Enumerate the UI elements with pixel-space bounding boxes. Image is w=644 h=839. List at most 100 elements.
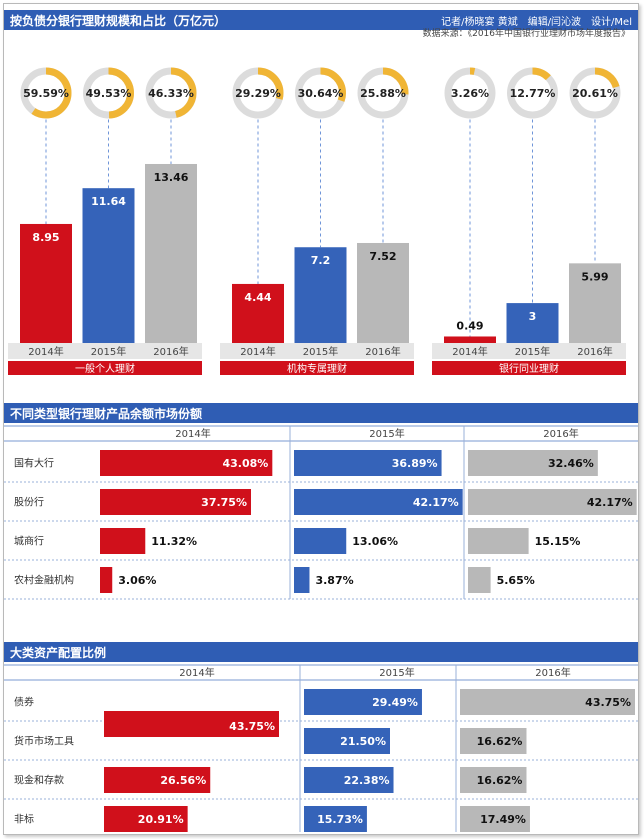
bar-1-2 (357, 242, 409, 343)
group-label-bar (432, 361, 626, 375)
infographic: 按负债分银行理财规模和占比（万亿元） 记者/杨晓宴 黄斌 编辑/闫沁波 设计/M… (3, 3, 639, 835)
share-bar-3-0 (100, 567, 113, 593)
group-label: 一般个人理财 (75, 362, 135, 375)
share-bar-label: 42.17% (587, 496, 633, 509)
column-header: 2014年 (179, 666, 214, 679)
share-ring-arc (569, 67, 621, 119)
year-label-strip (220, 343, 414, 359)
share-label: 3.26% (451, 87, 489, 100)
group-label-bar (8, 361, 202, 375)
share-label: 49.53% (86, 87, 132, 100)
section-title-scale: 按负债分银行理财规模和占比（万亿元） (10, 14, 227, 28)
share-bar-label: 20.91% (138, 813, 184, 826)
share-bar-label: 42.17% (413, 496, 459, 509)
year-label-strip (432, 343, 626, 359)
bar-value-label: 7.2 (311, 254, 331, 267)
share-label: 25.88% (360, 87, 406, 100)
bar-value-label: 4.44 (244, 291, 271, 304)
section-header-asset-allocation: 大类资产配置比例 (4, 642, 638, 662)
year-label: 2016年 (153, 345, 188, 358)
share-bar-label: 11.32% (151, 535, 197, 548)
year-label: 2015年 (303, 345, 338, 358)
share-bar-label: 3.06% (118, 574, 156, 587)
section-header-scale: 按负债分银行理财规模和占比（万亿元） 记者/杨晓宴 黄斌 编辑/闫沁波 设计/M… (4, 10, 638, 30)
bar-value-label: 7.52 (369, 250, 396, 263)
share-label: 59.59% (23, 87, 69, 100)
share-bar-2-1 (304, 767, 394, 793)
row-label: 农村金融机构 (14, 574, 74, 587)
share-bar-1-2 (460, 728, 527, 754)
share-bar-label: 15.73% (317, 813, 363, 826)
share-bar-label: 43.75% (585, 696, 631, 709)
share-bar-2-0 (104, 767, 211, 793)
share-bar-label: 15.15% (535, 535, 581, 548)
scale-share-chart: 8.95 2014年 59.59% 11.64 2015年 49.53% 13.46 2016… (8, 67, 626, 375)
share-bar-label: 13.06% (352, 535, 398, 548)
share-bar-label: 43.75% (229, 720, 275, 733)
group-label-bar (220, 361, 414, 375)
year-label: 2016年 (365, 345, 400, 358)
bar-0-0 (20, 223, 72, 343)
row-label: 非标 (14, 814, 34, 826)
column-header: 2016年 (535, 666, 570, 679)
share-bar-label: 16.62% (477, 774, 523, 787)
bar-value-label: 3 (529, 310, 537, 323)
year-label-strip (8, 343, 202, 359)
column-header: 2015年 (379, 666, 414, 679)
column-header: 2014年 (175, 427, 210, 440)
share-bar-label: 16.62% (477, 735, 523, 748)
bar-2-1 (506, 303, 559, 343)
share-bar-label: 29.49% (372, 696, 418, 709)
share-bar-3-0 (104, 806, 188, 832)
share-bar-2-0 (100, 528, 146, 554)
row-label: 城商行 (14, 535, 44, 548)
bar-1-0 (232, 283, 284, 343)
bar-value-label: 0.49 (456, 319, 483, 332)
share-bar-2-2 (460, 767, 527, 793)
share-bar-1-0 (100, 489, 251, 515)
share-ring-arc (145, 67, 197, 119)
share-label: 12.77% (510, 87, 556, 100)
share-bar-3-1 (294, 567, 310, 593)
share-bar-1-1 (304, 728, 390, 754)
share-bar-label: 36.89% (392, 457, 438, 470)
column-header: 2016年 (543, 427, 578, 440)
bar-1-1 (294, 247, 347, 343)
credits: 记者/杨晓宴 黄斌 编辑/闫沁波 设计/Mel (441, 17, 632, 28)
share-bar-label: 26.56% (160, 774, 206, 787)
share-bar-label: 3.87% (315, 574, 353, 587)
row-label: 债券 (14, 696, 34, 709)
bar-0-2 (145, 163, 197, 343)
share-label: 46.33% (148, 87, 194, 100)
share-ring-arc (444, 67, 496, 119)
share-bar-3-1 (304, 806, 367, 832)
share-bar-label: 37.75% (201, 496, 247, 509)
share-bar-label: 22.38% (344, 774, 390, 787)
share-label: 20.61% (572, 87, 618, 100)
share-bar-3-2 (468, 567, 491, 593)
share-bar-0-2 (460, 689, 635, 715)
row-label: 国有大行 (14, 457, 54, 470)
section-header-market-share: 不同类型银行理财产品余额市场份额 (4, 403, 638, 423)
section-title-market-share: 不同类型银行理财产品余额市场份额 (10, 407, 203, 421)
year-label: 2016年 (577, 345, 612, 358)
share-label: 29.29% (235, 87, 281, 100)
bar-value-label: 5.99 (581, 270, 608, 283)
share-bar-1-2 (468, 489, 637, 515)
share-bar-2-2 (468, 528, 529, 554)
year-label: 2015年 (91, 345, 126, 358)
section-title-asset-allocation: 大类资产配置比例 (10, 646, 107, 660)
year-label: 2014年 (240, 345, 275, 358)
row-label: 股份行 (14, 496, 44, 509)
year-label: 2014年 (28, 345, 63, 358)
share-bar-0-1 (294, 450, 442, 476)
bar-0-1 (82, 188, 135, 343)
share-label: 30.64% (298, 87, 344, 100)
column-header: 2015年 (369, 427, 404, 440)
year-label: 2014年 (452, 345, 487, 358)
share-bar-3-2 (460, 806, 530, 832)
share-ring-arc (357, 67, 409, 119)
share-bar-label: 17.49% (480, 813, 526, 826)
